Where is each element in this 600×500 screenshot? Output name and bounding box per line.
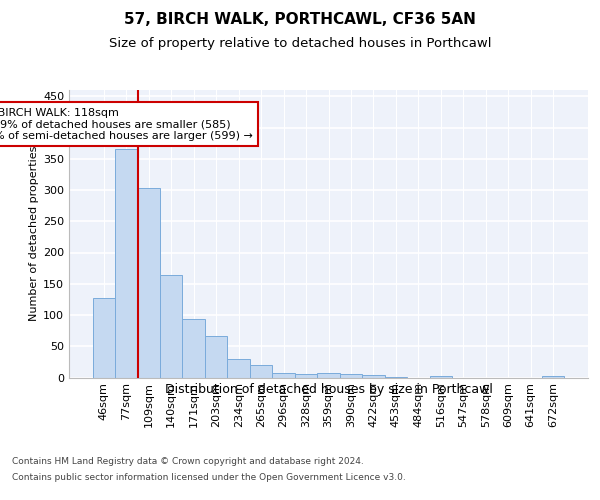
Bar bbox=[182, 319, 205, 378]
Text: Size of property relative to detached houses in Porthcawl: Size of property relative to detached ho… bbox=[109, 38, 491, 51]
Bar bbox=[385, 377, 407, 378]
Bar bbox=[205, 336, 227, 378]
Y-axis label: Number of detached properties: Number of detached properties bbox=[29, 146, 39, 322]
Bar bbox=[340, 374, 362, 378]
Bar bbox=[430, 376, 452, 378]
Text: Contains public sector information licensed under the Open Government Licence v3: Contains public sector information licen… bbox=[12, 472, 406, 482]
Text: 57 BIRCH WALK: 118sqm
← 49% of detached houses are smaller (585)
51% of semi-det: 57 BIRCH WALK: 118sqm ← 49% of detached … bbox=[0, 108, 253, 140]
Text: Distribution of detached houses by size in Porthcawl: Distribution of detached houses by size … bbox=[165, 382, 493, 396]
Bar bbox=[542, 376, 565, 378]
Text: 57, BIRCH WALK, PORTHCAWL, CF36 5AN: 57, BIRCH WALK, PORTHCAWL, CF36 5AN bbox=[124, 12, 476, 28]
Bar bbox=[160, 275, 182, 378]
Bar bbox=[362, 375, 385, 378]
Bar bbox=[250, 365, 272, 378]
Bar bbox=[227, 359, 250, 378]
Bar bbox=[272, 372, 295, 378]
Bar bbox=[295, 374, 317, 378]
Bar bbox=[317, 372, 340, 378]
Text: Contains HM Land Registry data © Crown copyright and database right 2024.: Contains HM Land Registry data © Crown c… bbox=[12, 458, 364, 466]
Bar bbox=[115, 150, 137, 378]
Bar bbox=[137, 188, 160, 378]
Bar bbox=[92, 298, 115, 378]
